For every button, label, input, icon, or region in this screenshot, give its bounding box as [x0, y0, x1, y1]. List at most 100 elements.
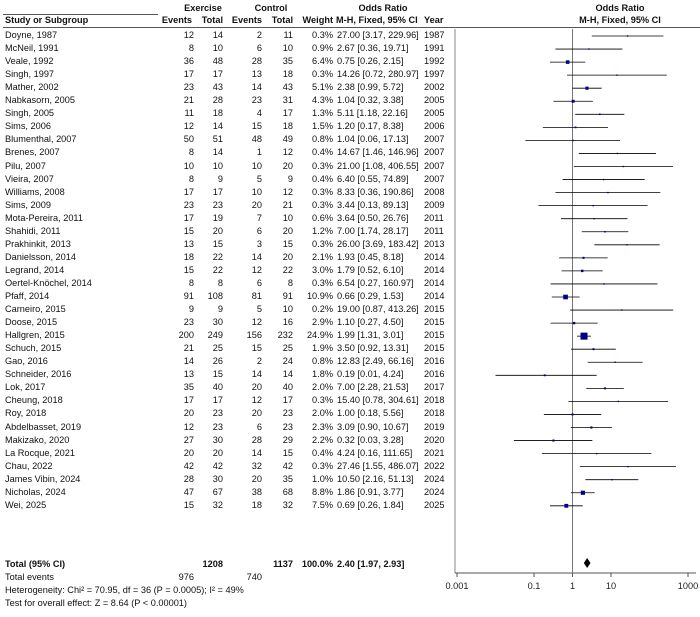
- study-name: Nabkasorn, 2005: [5, 95, 75, 106]
- control-total: 12: [282, 186, 293, 197]
- exercise-events: 15: [183, 264, 194, 275]
- year-value: 2015: [424, 317, 445, 328]
- point-estimate: [602, 178, 605, 181]
- exercise-total: 14: [212, 121, 223, 132]
- study-name: Lok, 2017: [5, 382, 46, 393]
- point-estimate: [595, 452, 598, 455]
- or-ci-value: 26.00 [3.69, 183.42]: [337, 238, 419, 249]
- year-value: 2016: [424, 369, 445, 380]
- study-name: Schneider, 2016: [5, 369, 72, 380]
- total-weight: 100.0%: [301, 559, 333, 569]
- exercise-total: 23: [212, 199, 223, 210]
- study-name: Schuch, 2015: [5, 343, 62, 354]
- x-tick-label: 1: [570, 581, 575, 591]
- total-events-control: 740: [246, 572, 262, 582]
- study-name: Mather, 2002: [5, 82, 59, 93]
- or-table-title: Odds Ratio: [358, 3, 408, 13]
- point-estimate: [580, 490, 585, 495]
- study-name: Pfaff, 2014: [5, 291, 50, 301]
- x-tick-label: 0.1: [528, 581, 541, 591]
- year-value: 2007: [424, 147, 445, 158]
- control-total: 43: [282, 82, 293, 93]
- total-exercise: 1208: [202, 559, 223, 569]
- point-estimate: [611, 478, 613, 481]
- total-events-label: Total events: [5, 572, 55, 582]
- study-name: La Rocque, 2021: [5, 447, 75, 458]
- point-estimate: [616, 152, 619, 155]
- point-estimate: [564, 503, 569, 508]
- year-value: 2013: [424, 238, 445, 249]
- or-ci-value: 12.83 [2.49, 66.16]: [337, 356, 414, 367]
- control-total: 49: [282, 134, 293, 145]
- control-events: 14: [251, 82, 262, 93]
- exercise-total: 28: [212, 95, 223, 106]
- exercise-events: 42: [183, 460, 194, 471]
- exercise-events: 15: [183, 499, 194, 510]
- control-total: 68: [282, 486, 293, 497]
- weight-value: 0.3%: [312, 395, 333, 406]
- or-ci-value: 2.38 [0.99, 5.72]: [337, 82, 404, 93]
- study-name: Mota-Pereira, 2011: [5, 212, 83, 223]
- exercise-total-header: Total: [201, 15, 223, 25]
- weight-value: 10.9%: [306, 291, 333, 301]
- exercise-events: 23: [183, 317, 194, 328]
- year-value: 2025: [424, 499, 445, 510]
- control-total: 35: [282, 473, 293, 484]
- control-total: 14: [282, 369, 293, 380]
- year-value: 2006: [424, 121, 445, 132]
- year-value: 2021: [424, 447, 445, 458]
- exercise-total: 22: [212, 251, 223, 262]
- study-name: Nicholas, 2024: [5, 486, 66, 497]
- year-value: 2024: [424, 486, 445, 497]
- point-estimate: [565, 60, 570, 64]
- point-estimate: [627, 465, 629, 468]
- exercise-events: 13: [183, 369, 194, 380]
- year-value: 2014: [424, 251, 445, 262]
- control-events: 5: [256, 304, 262, 315]
- control-events: 14: [251, 447, 262, 458]
- exercise-total: 20: [212, 447, 223, 458]
- control-events: 6: [256, 225, 262, 236]
- control-events: 6: [256, 421, 262, 432]
- x-tick-label: 0.001: [446, 581, 469, 591]
- control-total: 22: [282, 264, 293, 275]
- header-top-rule: [3, 14, 158, 15]
- weight-header: Weight: [302, 15, 333, 25]
- control-events: 20: [251, 473, 262, 484]
- weight-value: 0.8%: [312, 356, 333, 367]
- control-total: 31: [282, 95, 293, 106]
- exercise-total: 20: [212, 225, 223, 236]
- exercise-total: 40: [212, 382, 223, 393]
- point-estimate: [626, 35, 629, 37]
- control-events: 7: [256, 212, 262, 223]
- control-group-header: Control: [254, 3, 288, 13]
- control-events: 20: [251, 199, 262, 210]
- year-value: 2017: [424, 382, 445, 393]
- exercise-events: 23: [183, 199, 194, 210]
- total-label: Total (95% CI): [5, 559, 66, 569]
- year-value: 1997: [424, 69, 445, 80]
- control-events: 12: [251, 395, 262, 406]
- or-ci-value: 1.79 [0.52, 6.10]: [337, 264, 404, 275]
- or-ci-value: 14.26 [0.72, 280.97]: [337, 69, 419, 80]
- control-events: 20: [251, 382, 262, 393]
- weight-value: 0.3%: [312, 30, 333, 40]
- year-value: 2016: [424, 356, 445, 367]
- control-events: 5: [256, 173, 262, 184]
- year-value: 1992: [424, 56, 445, 67]
- year-value: 2011: [424, 212, 444, 223]
- study-name: James Vibin, 2024: [5, 473, 81, 484]
- year-value: 2015: [424, 343, 445, 354]
- weight-value: 0.3%: [312, 69, 333, 80]
- study-name: Doose, 2015: [5, 317, 58, 328]
- exercise-events: 15: [183, 225, 194, 236]
- exercise-events: 20: [183, 447, 194, 458]
- control-events: 1: [256, 147, 262, 158]
- point-estimate: [592, 348, 595, 351]
- year-value: 2014: [424, 277, 445, 288]
- or-ci-value: 4.24 [0.16, 111.65]: [337, 447, 413, 458]
- control-total: 18: [282, 121, 293, 132]
- point-estimate: [572, 139, 574, 142]
- control-total: 21: [282, 199, 293, 210]
